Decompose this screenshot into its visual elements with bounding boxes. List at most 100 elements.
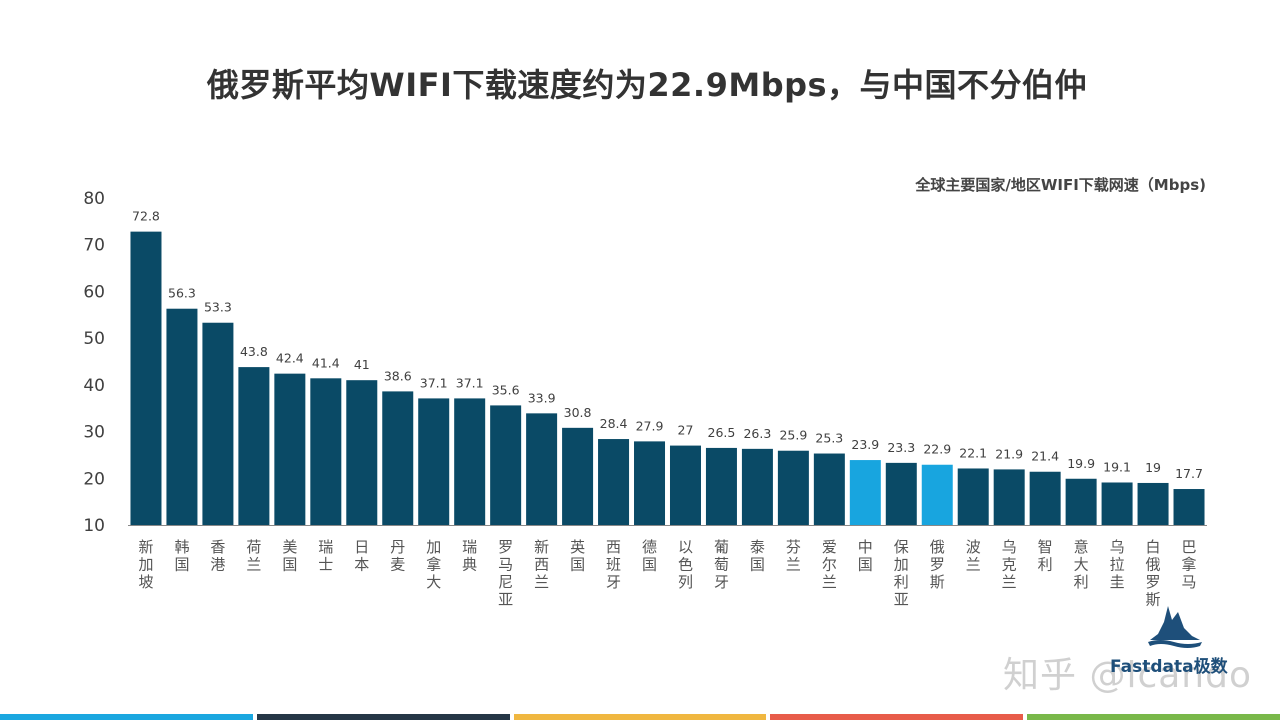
data-label: 25.9 [779,428,807,443]
data-label: 19.1 [1103,459,1131,474]
footer-stripe [256,714,510,720]
bar [921,464,953,525]
category-label: 瑞典 [462,538,477,574]
fastdata-logo-text: Fastdata极数 [1110,657,1228,677]
data-label: 72.8 [132,209,160,224]
bar [238,367,270,525]
chart-subtitle: 全球主要国家/地区WIFI下载网速（Mbps) [915,176,1206,194]
category-label: 罗马尼亚 [498,538,513,609]
y-tick-label: 70 [83,236,105,256]
y-tick-label: 40 [83,376,105,396]
data-label: 30.8 [564,405,592,420]
data-label: 27 [678,423,694,438]
data-label: 43.8 [240,344,268,359]
footer-stripe [1027,714,1280,720]
data-label: 23.9 [851,437,879,452]
category-label: 乌拉圭 [1110,538,1125,591]
category-label: 新加坡 [138,538,153,591]
zhihu-watermark: 知乎 @lcando [1003,655,1252,696]
bar [346,380,378,525]
data-label: 21.9 [995,446,1023,461]
category-label: 爱尔兰 [822,538,837,591]
data-label: 26.3 [743,426,771,441]
footer-stripes [0,714,1280,720]
bar [1101,482,1133,525]
category-label: 日本 [354,538,369,574]
category-label: 意大利 [1074,538,1089,591]
data-label: 28.4 [600,416,628,431]
category-label: 葡萄牙 [714,538,729,591]
category-label: 加拿大 [426,538,441,591]
category-label: 俄罗斯 [930,538,945,591]
category-label: 西班牙 [606,538,621,591]
data-label: 33.9 [528,390,556,405]
data-label: 37.1 [456,375,484,390]
fastdata-logo-icon [1148,606,1202,648]
category-label: 丹麦 [390,538,405,574]
y-tick-label: 80 [83,189,105,209]
y-tick-label: 20 [83,469,105,489]
bar [993,469,1025,525]
bar [418,398,450,525]
bar [634,441,666,525]
data-label: 41.4 [312,355,340,370]
bar [454,398,486,525]
bar [382,391,414,525]
chart-title: 俄罗斯平均WIFI下载速度约为22.9Mbps，与中国不分伯仲 [206,66,1088,104]
bar [202,322,234,525]
bar [526,413,558,525]
footer-stripe [770,714,1024,720]
bar [957,468,989,525]
category-label: 保加利亚 [894,538,909,609]
category-label: 乌克兰 [1002,538,1017,591]
footer-stripe [0,714,253,720]
category-label: 以色列 [678,538,693,591]
category-label: 新西兰 [534,538,549,591]
bar [1029,471,1061,525]
category-label: 荷兰 [246,538,261,574]
category-label: 香港 [210,538,225,574]
category-label: 英国 [570,538,585,574]
bar [1173,489,1205,525]
category-label: 德国 [642,538,657,574]
bar [885,462,917,525]
bar [777,450,809,525]
y-tick-label: 50 [83,329,105,349]
data-label: 38.6 [384,368,412,383]
data-label: 27.9 [636,418,664,433]
bar [274,373,306,525]
bar [849,460,881,525]
category-label: 韩国 [174,538,189,574]
category-label: 白俄罗斯 [1146,538,1161,609]
bar [669,445,701,525]
bar [813,453,845,525]
data-label: 42.4 [276,351,304,366]
data-label: 53.3 [204,300,232,315]
data-label: 19 [1145,460,1161,475]
bar [310,378,342,525]
category-label: 美国 [282,538,297,574]
data-label: 37.1 [420,375,448,390]
category-label: 巴拿马 [1182,538,1197,591]
bar [1137,482,1169,525]
category-label: 智利 [1038,538,1053,574]
y-tick-label: 30 [83,423,105,443]
bar [741,448,773,525]
y-tick-label: 10 [83,516,105,536]
footer-stripe [513,714,767,720]
bar [490,405,522,525]
bar [562,427,594,525]
category-label: 瑞士 [318,538,333,574]
category-label: 芬兰 [786,538,801,574]
bar [705,447,737,525]
data-label: 35.6 [492,382,520,397]
bar [130,231,162,526]
data-label: 17.7 [1175,466,1203,481]
category-label: 中国 [858,538,873,574]
bar [1065,478,1097,525]
data-label: 26.5 [708,425,736,440]
data-label: 21.4 [1031,449,1059,464]
data-label: 56.3 [168,286,196,301]
data-label: 22.9 [923,442,951,457]
y-tick-label: 60 [83,282,105,302]
